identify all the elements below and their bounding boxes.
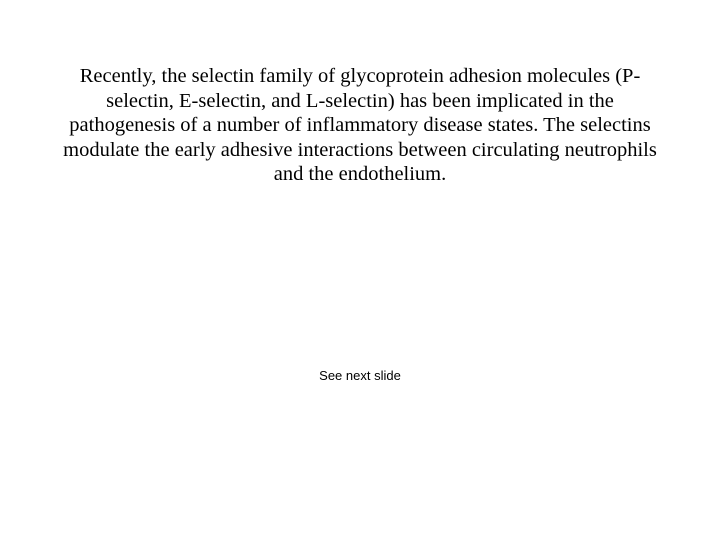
footer-note: See next slide bbox=[0, 368, 720, 383]
slide-body: Recently, the selectin family of glycopr… bbox=[56, 64, 664, 187]
body-paragraph: Recently, the selectin family of glycopr… bbox=[56, 64, 664, 187]
